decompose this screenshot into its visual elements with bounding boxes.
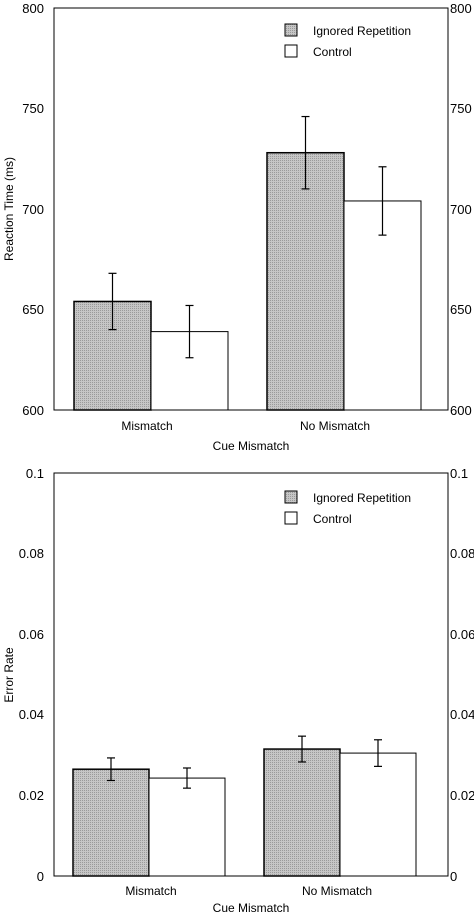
error-error-bar [183,767,191,789]
error-plot-frame [53,472,449,877]
rt-legend-label-control: Control [313,45,352,59]
rt-category-label: Mismatch [121,419,172,433]
error-ytick-label-right: 0.08 [450,546,474,561]
error-legend: Ignored Repetition Control [284,490,411,526]
rt-error-bar [108,272,117,331]
error-ytick-label-right: 0.04 [450,707,474,722]
rt-ytick-label-right: 750 [450,101,472,116]
rt-y-axis-label: Reaction Time (ms) [2,157,16,261]
rt-ytick-label-right: 700 [450,202,472,217]
error-category-label: Mismatch [125,884,176,898]
rt-category-label: No Mismatch [300,419,370,433]
rt-legend-swatch-control [284,44,298,58]
error-bar-control [339,752,417,877]
error-bars [72,735,417,877]
rt-ytick-label-right: 600 [450,403,472,418]
rt-bar-ignored [266,151,345,411]
error-ytick-label-right: 0.1 [450,466,468,481]
rt-bars [73,115,422,411]
error-legend-label-ignored: Ignored Repetition [313,491,411,505]
error-ytick-label-right: 0.02 [450,788,474,803]
error-ytick-label-right: 0 [450,869,457,884]
error-ytick-label: 0.06 [19,627,44,642]
rt-ytick-label: 800 [22,1,44,16]
error-bar-ignored [263,748,341,877]
error-category-label: No Mismatch [302,884,372,898]
error-ytick-label: 0 [37,869,44,884]
error-ytick-label-right: 0.06 [450,627,474,642]
error-ytick-label: 0.1 [26,466,44,481]
error-error-bar [298,735,306,763]
error-legend-swatch-control [284,511,298,525]
error-bar-control [148,777,226,877]
rt-left-tick-labels: 600 650 700 750 800 [22,1,44,418]
error-bar-ignored [72,768,150,877]
rt-plot-frame [53,7,449,411]
error-right-tick-labels: 0 0.02 0.04 0.06 0.08 0.1 [450,466,474,884]
rt-legend: Ignored Repetition Control [284,23,411,59]
error-ytick-label: 0.04 [19,707,44,722]
rt-right-tick-labels: 600 650 700 750 800 [450,1,472,418]
error-legend-label-control: Control [313,512,352,526]
rt-error-bar [301,115,310,190]
error-y-axis-label: Error Rate [2,647,16,703]
rt-error-bar [378,166,387,236]
error-left-tick-labels: 0 0.02 0.04 0.06 0.08 0.1 [19,466,44,884]
rt-ytick-label: 650 [22,302,44,317]
error-ytick-label: 0.08 [19,546,44,561]
rt-legend-label-ignored: Ignored Repetition [313,24,411,38]
error-x-axis-label: Cue Mismatch [213,901,290,915]
rt-ytick-label-right: 800 [450,1,472,16]
rt-chart: 600 650 700 750 800 600 650 700 750 800 … [2,1,472,453]
rt-ytick-label: 700 [22,202,44,217]
error-legend-swatch-ignored [284,490,298,504]
rt-error-bar [185,304,194,359]
rt-x-axis-label: Cue Mismatch [213,439,290,453]
error-ytick-label: 0.02 [19,788,44,803]
rt-ytick-label: 600 [22,403,44,418]
error-error-bar [374,739,382,767]
error-chart: 0 0.02 0.04 0.06 0.08 0.1 0 0.02 0.04 0.… [2,466,474,915]
rt-legend-swatch-ignored [284,23,298,37]
rt-ytick-label: 750 [22,101,44,116]
error-error-bar [107,757,115,782]
rt-ytick-label-right: 650 [450,302,472,317]
